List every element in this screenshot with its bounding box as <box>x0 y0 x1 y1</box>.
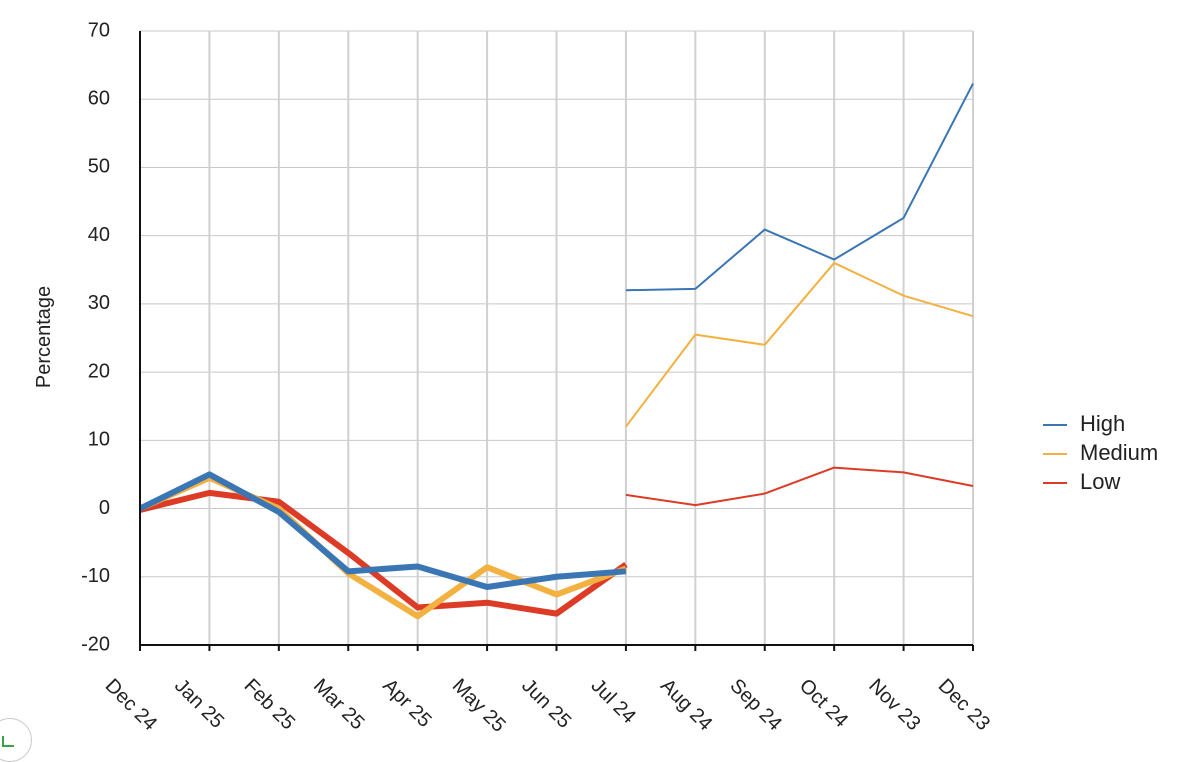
corner-mark-icon <box>2 736 14 747</box>
legend-label-high: High <box>1080 411 1125 436</box>
y-tick-labels: 70 60 50 40 30 20 10 0 -10 -20 <box>81 19 110 655</box>
legend: High Medium Low <box>1043 411 1158 494</box>
series-line-high <box>625 83 974 292</box>
x-tick-label: May 25 <box>448 675 510 737</box>
x-tick-label: Jul 24 <box>587 675 640 728</box>
x-tick-label: Oct 24 <box>795 675 852 732</box>
y-tick-label: 30 <box>88 292 110 314</box>
y-tick-label: 70 <box>88 19 110 41</box>
x-tick-label: Sep 24 <box>725 675 785 735</box>
y-tick-label: 20 <box>88 360 110 382</box>
y-tick-label: 40 <box>88 224 110 246</box>
x-tick-label: Jun 25 <box>517 675 575 733</box>
grid <box>139 30 974 646</box>
x-tick-label: Apr 25 <box>378 675 435 732</box>
series-lines <box>138 83 974 620</box>
series-line-medium <box>138 474 627 620</box>
series-line-medium <box>625 261 974 428</box>
series-line-low <box>139 489 628 617</box>
x-tick-label: Aug 24 <box>656 675 716 735</box>
legend-label-medium: Medium <box>1080 440 1158 465</box>
y-tick-label: 10 <box>88 429 110 451</box>
legend-label-low: Low <box>1080 469 1120 494</box>
y-tick-label: -10 <box>81 565 110 587</box>
axes <box>139 31 974 651</box>
y-tick-label: 0 <box>99 497 110 519</box>
y-tick-label: -20 <box>81 633 110 655</box>
x-tick-label: Jan 25 <box>170 675 228 733</box>
x-tick-label: Nov 23 <box>864 675 924 735</box>
y-axis-label: Percentage <box>33 286 55 388</box>
x-tick-labels: Dec 24 Jan 25 Feb 25 Mar 25 Apr 25 May 25 Jun … <box>101 675 994 737</box>
x-tick-label: Mar 25 <box>309 675 369 735</box>
series-line-low <box>625 466 974 507</box>
series-line-high <box>138 471 627 591</box>
y-tick-label: 60 <box>88 88 110 110</box>
x-tick-label: Dec 23 <box>934 675 994 735</box>
x-tick-label: Feb 25 <box>240 675 300 735</box>
x-tick-label: Dec 24 <box>101 675 161 735</box>
y-tick-label: 50 <box>88 156 110 178</box>
